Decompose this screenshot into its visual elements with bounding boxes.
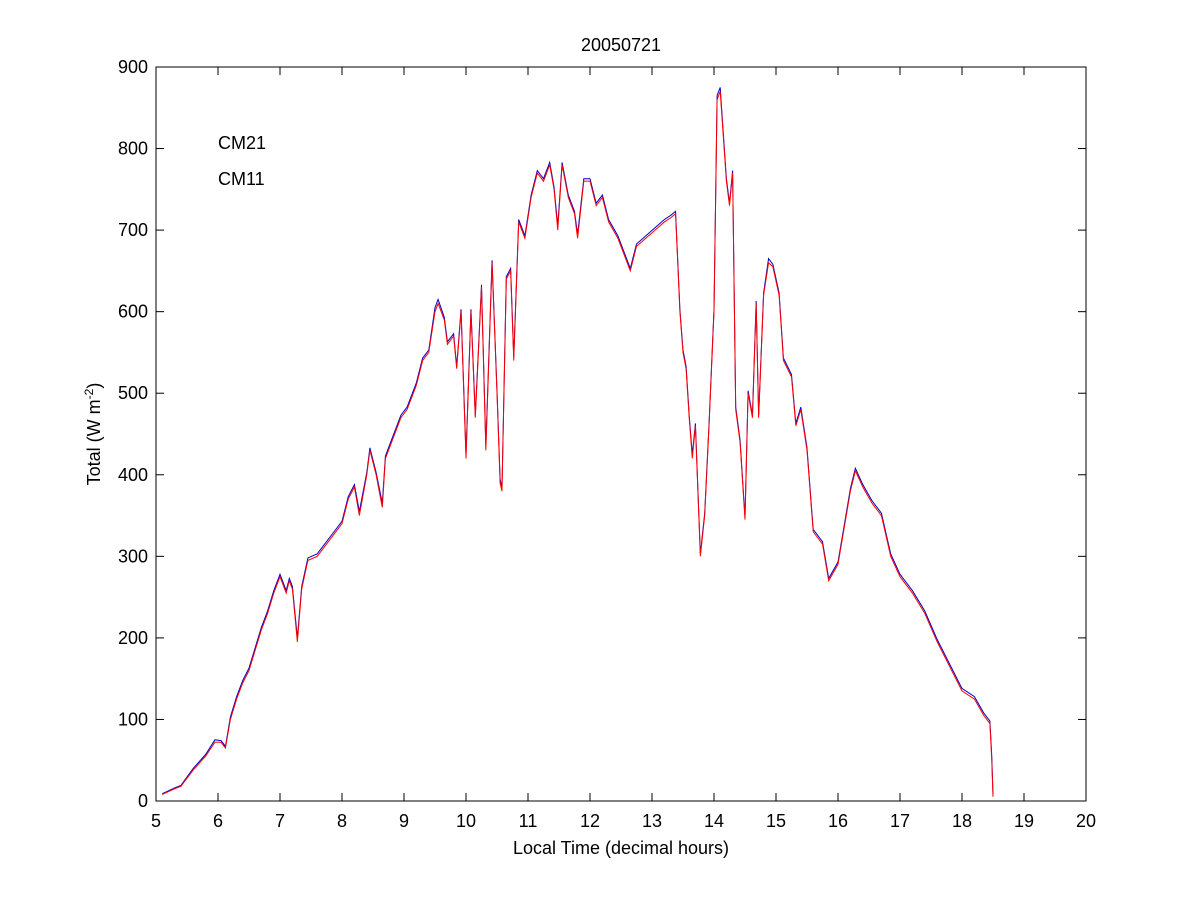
x-tick-label: 7 xyxy=(275,811,285,831)
x-tick-label: 10 xyxy=(456,811,476,831)
x-tick-label: 19 xyxy=(1014,811,1034,831)
y-tick-label: 600 xyxy=(118,302,148,322)
y-axis-label: Total (W m-2) xyxy=(82,383,104,486)
y-tick-label: 400 xyxy=(118,465,148,485)
y-axis-label-sup: -2 xyxy=(82,388,96,399)
x-tick-label: 17 xyxy=(890,811,910,831)
y-tick-label: 800 xyxy=(118,139,148,159)
x-tick-label: 20 xyxy=(1076,811,1096,831)
x-tick-label: 5 xyxy=(151,811,161,831)
x-tick-label: 13 xyxy=(642,811,662,831)
y-tick-label: 0 xyxy=(138,791,148,811)
x-tick-label: 15 xyxy=(766,811,786,831)
data-line xyxy=(161,91,994,797)
plot-frame xyxy=(155,66,1087,802)
chart-title: 20050721 xyxy=(581,35,661,55)
y-axis-label-text: Total (W m xyxy=(84,399,104,485)
legend-label: CM21 xyxy=(218,133,266,153)
x-tick-label: 18 xyxy=(952,811,972,831)
x-tick-label: 12 xyxy=(580,811,600,831)
x-tick-label: 9 xyxy=(399,811,409,831)
y-tick-label: 500 xyxy=(118,383,148,403)
x-tick-label: 14 xyxy=(704,811,724,831)
y-tick-label: 900 xyxy=(118,57,148,77)
y-axis-label-end: ) xyxy=(84,383,104,389)
x-tick-label: 16 xyxy=(828,811,848,831)
y-tick-label: 200 xyxy=(118,628,148,648)
x-axis-label: Local Time (decimal hours) xyxy=(513,838,729,858)
y-tick-label: 700 xyxy=(118,220,148,240)
x-tick-label: 11 xyxy=(519,811,538,831)
y-tick-label: 300 xyxy=(118,546,148,566)
x-tick-label: 6 xyxy=(213,811,223,831)
y-tick-label: 100 xyxy=(118,709,148,729)
legend-label: CM11 xyxy=(218,169,265,189)
x-tick-label: 8 xyxy=(337,811,347,831)
